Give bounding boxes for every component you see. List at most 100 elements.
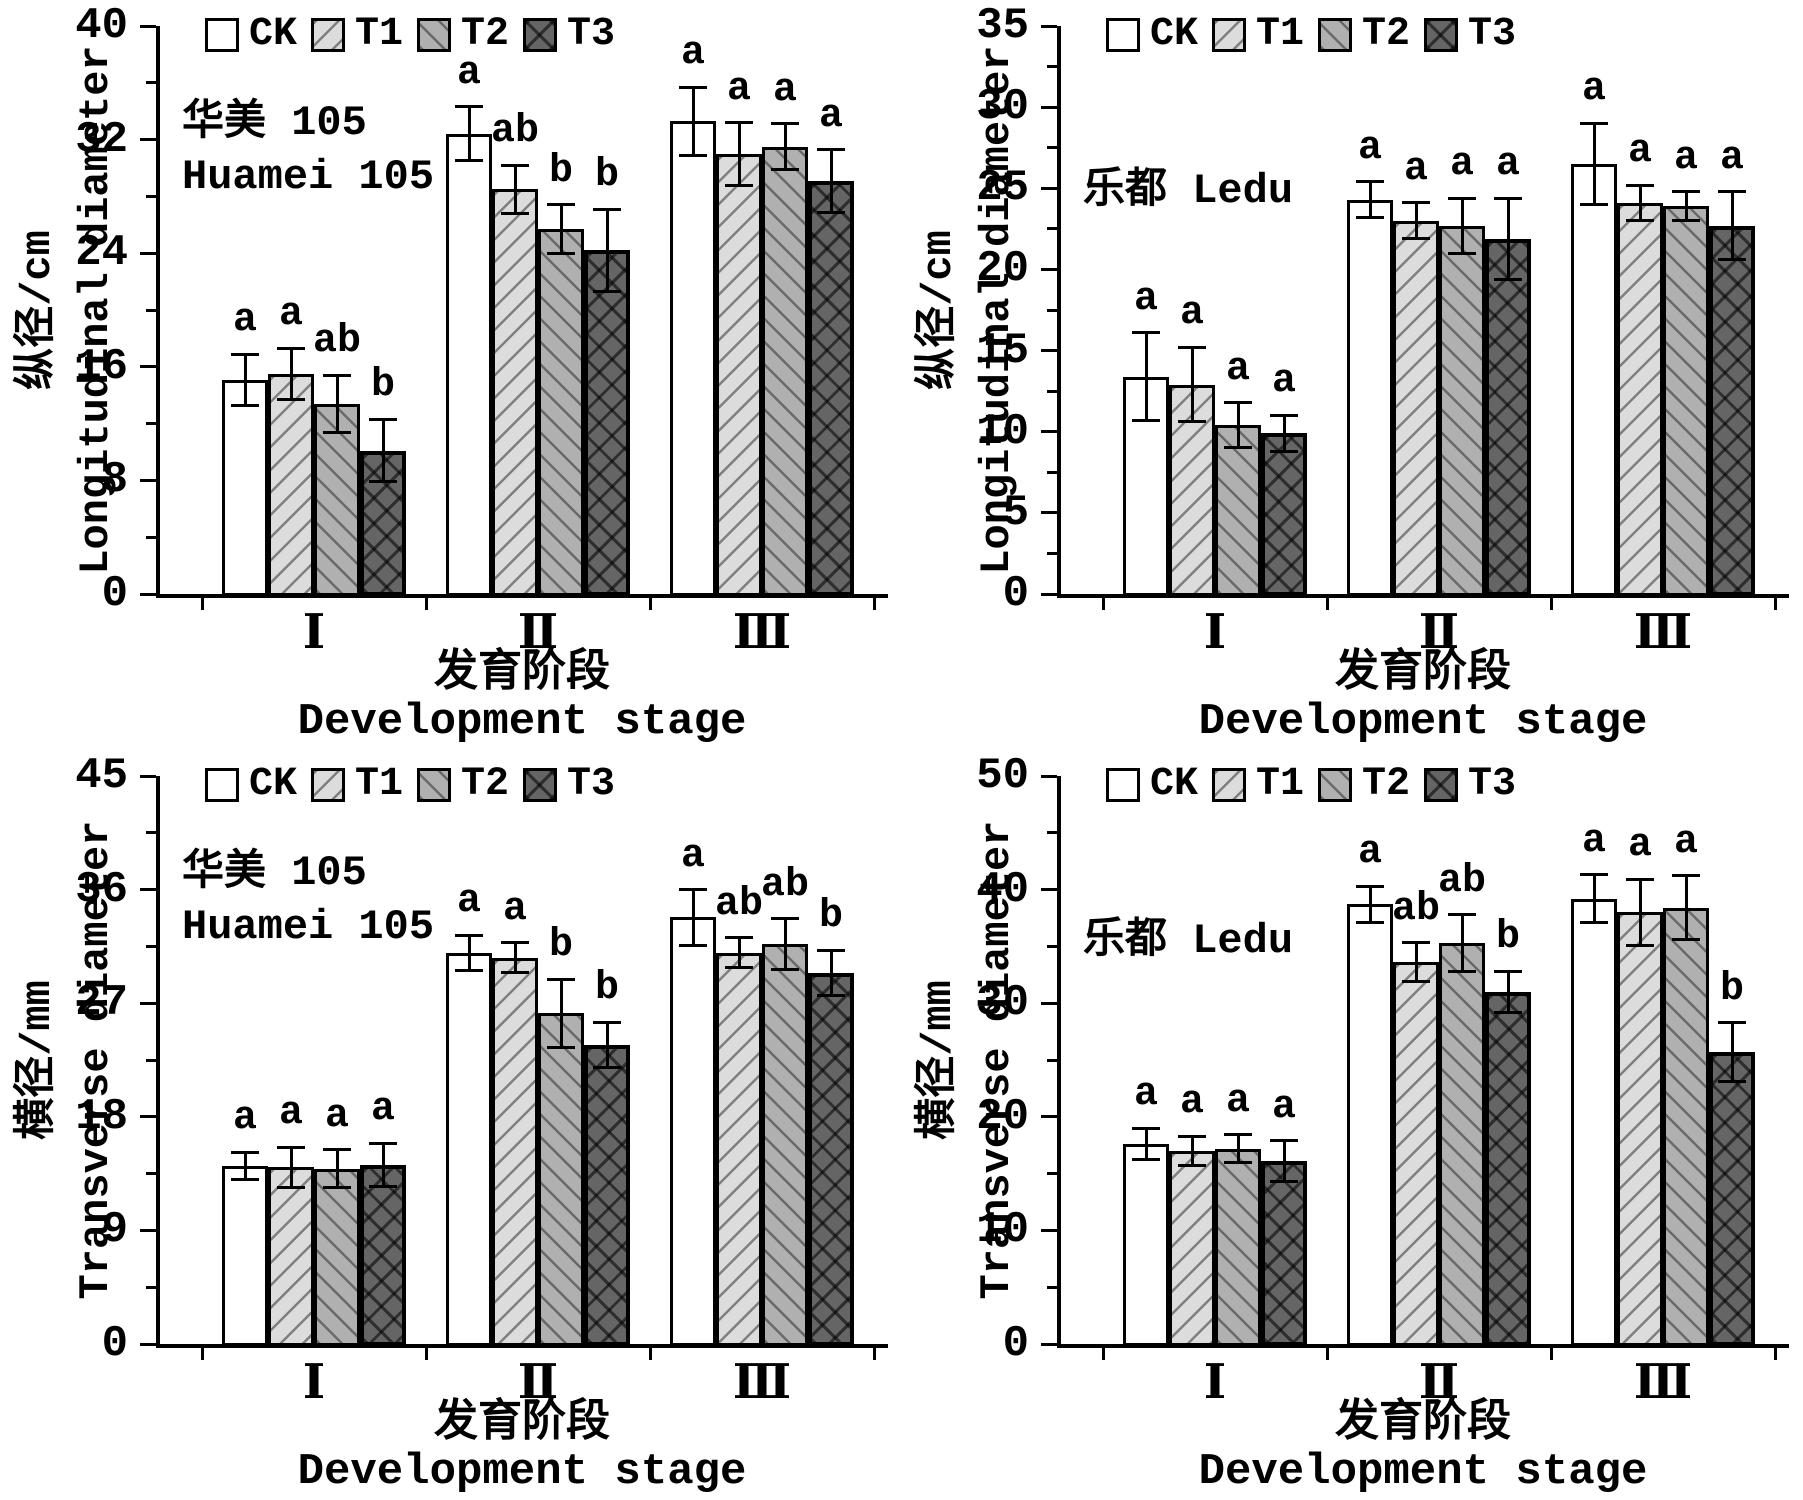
error-bar-T3-stage3 xyxy=(1730,1022,1734,1082)
bar-CK-stage2 xyxy=(1347,199,1393,596)
sig-letter-T3-stage1: a xyxy=(1271,359,1296,405)
error-cap-top-CK-stage3 xyxy=(679,888,707,892)
legend-swatch-T3 xyxy=(1424,18,1458,52)
y-minor-tick xyxy=(1047,551,1057,555)
bar-CK-stage3 xyxy=(670,917,716,1346)
error-cap-top-T2-stage2 xyxy=(547,203,575,207)
x-axis-tick xyxy=(1325,1348,1329,1360)
bar-T3-stage2 xyxy=(584,1044,630,1346)
error-cap-top-T2-stage3 xyxy=(1672,874,1700,878)
sig-letter-T1-stage2: a xyxy=(502,886,527,932)
y-axis-line xyxy=(1057,776,1061,1348)
error-cap-top-T3-stage1 xyxy=(1270,1139,1298,1143)
y-tick-label: 0 xyxy=(1002,569,1029,619)
y-minor-tick xyxy=(1047,831,1057,835)
error-cap-top-T2-stage1 xyxy=(1224,401,1252,404)
cultivar-label-en: Huamei 105 xyxy=(182,903,435,951)
y-tick-label: 30 xyxy=(976,82,1029,133)
bar-T3-stage3 xyxy=(1709,225,1755,596)
x-axis-tick xyxy=(648,1348,652,1360)
y-major-tick xyxy=(1041,349,1057,353)
sig-letter-CK-stage3: a xyxy=(680,833,705,879)
x-category-label: Ⅲ xyxy=(1633,604,1693,660)
sig-letter-T3-stage3: a xyxy=(818,93,843,139)
y-minor-tick xyxy=(1047,1285,1057,1289)
error-bar-CK-stage3 xyxy=(691,889,695,946)
y-major-tick xyxy=(1041,774,1057,778)
y-minor-tick xyxy=(1047,470,1057,474)
bar-CK-stage2 xyxy=(446,952,492,1346)
bar-T3-stage1 xyxy=(360,1164,406,1346)
y-tick-label: 15 xyxy=(976,325,1029,376)
sig-letter-T2-stage3: ab xyxy=(760,862,809,908)
error-cap-top-CK-stage3 xyxy=(679,85,707,89)
error-cap-top-T1-stage2 xyxy=(501,941,529,945)
legend-label-T3: T3 xyxy=(567,762,616,807)
y-minor-tick xyxy=(1047,308,1057,312)
y-major-tick xyxy=(1041,105,1057,109)
error-cap-top-T3-stage2 xyxy=(593,207,621,211)
sig-letter-T1-stage2: a xyxy=(1403,146,1428,192)
error-bar-T3-stage1 xyxy=(1282,1140,1286,1182)
x-axis-tick xyxy=(1549,1348,1553,1360)
x-axis-tick xyxy=(872,598,876,610)
legend-swatch-T3 xyxy=(1424,768,1458,802)
legend-swatch-T2 xyxy=(1318,18,1352,52)
sig-letter-CK-stage3: a xyxy=(1581,67,1606,113)
sig-letter-CK-stage3: a xyxy=(680,31,705,77)
legend-swatch-CK xyxy=(205,768,239,802)
legend-label-T2: T2 xyxy=(1362,12,1411,57)
y-minor-tick xyxy=(1047,227,1057,231)
error-cap-bottom-T2-stage3 xyxy=(771,167,799,171)
y-tick-label: 0 xyxy=(101,1319,128,1369)
x-axis-tick xyxy=(424,598,428,610)
error-cap-bottom-T3-stage2 xyxy=(593,290,621,294)
sig-letter-T3-stage1: a xyxy=(370,1087,395,1133)
error-cap-bottom-T1-stage2 xyxy=(1402,237,1430,241)
error-bar-T2-stage1 xyxy=(1236,1134,1240,1163)
y-major-tick xyxy=(1041,888,1057,892)
bar-CK-stage2 xyxy=(1347,904,1393,1346)
error-cap-top-CK-stage1 xyxy=(231,352,259,356)
error-cap-top-T1-stage1 xyxy=(277,346,305,350)
bar-T1-stage1 xyxy=(268,373,314,596)
sig-letter-CK-stage2: a xyxy=(456,50,481,96)
sig-letter-T2-stage3: a xyxy=(1673,819,1698,865)
error-cap-bottom-T3-stage3 xyxy=(817,210,845,214)
legend-swatch-T1 xyxy=(311,18,345,52)
x-axis-title-zh: 发育阶段 xyxy=(1335,1399,1511,1449)
x-axis-tick xyxy=(1101,1348,1105,1360)
error-cap-bottom-T1-stage3 xyxy=(1626,219,1654,223)
error-cap-bottom-T1-stage2 xyxy=(501,211,529,215)
x-axis-tick xyxy=(1773,598,1777,610)
error-bar-CK-stage2 xyxy=(1368,181,1372,218)
error-cap-bottom-T2-stage1 xyxy=(323,1185,351,1189)
y-minor-tick xyxy=(146,1058,156,1062)
error-bar-T1-stage3 xyxy=(737,937,741,968)
error-bar-T3-stage1 xyxy=(381,419,385,482)
sig-letter-T1-stage3: a xyxy=(1627,823,1652,869)
y-tick-label: 9 xyxy=(101,1205,128,1256)
legend-label-T3: T3 xyxy=(567,12,616,57)
error-bar-CK-stage1 xyxy=(1144,332,1148,421)
bar-T1-stage3 xyxy=(716,153,762,596)
error-cap-top-T1-stage1 xyxy=(1178,1134,1206,1138)
error-cap-bottom-T3-stage3 xyxy=(1718,1080,1746,1084)
error-cap-bottom-T3-stage1 xyxy=(369,480,397,484)
error-cap-top-T3-stage1 xyxy=(369,1141,397,1145)
error-cap-bottom-T1-stage1 xyxy=(1178,420,1206,424)
bar-T1-stage3 xyxy=(1617,912,1663,1346)
y-minor-tick xyxy=(146,1285,156,1289)
error-cap-top-T1-stage1 xyxy=(277,1145,305,1149)
sig-letter-T1-stage3: a xyxy=(726,66,751,112)
error-cap-bottom-T1-stage2 xyxy=(501,971,529,975)
sig-letter-T1-stage1: a xyxy=(278,292,303,338)
y-axis-title-en: Transverse diameter xyxy=(72,820,120,1300)
y-minor-tick xyxy=(1047,1058,1057,1062)
error-bar-T3-stage3 xyxy=(829,149,833,212)
error-cap-top-CK-stage2 xyxy=(455,933,483,937)
error-bar-T2-stage2 xyxy=(1460,198,1464,254)
y-major-tick xyxy=(1041,1001,1057,1005)
error-cap-top-CK-stage2 xyxy=(1356,884,1384,888)
bar-T3-stage3 xyxy=(1709,1052,1755,1346)
